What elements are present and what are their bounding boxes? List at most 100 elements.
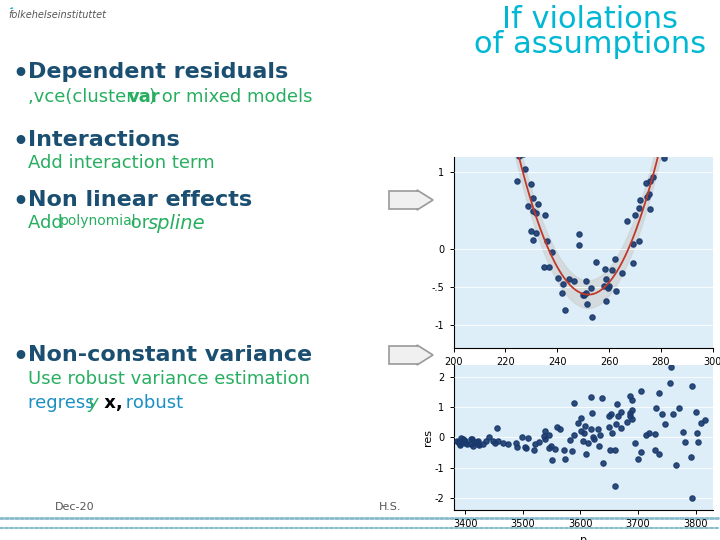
Point bbox=[477, 440, 489, 448]
Text: H.S.: H.S. bbox=[379, 502, 401, 512]
Point bbox=[572, 418, 584, 427]
Point bbox=[690, 408, 701, 416]
Point bbox=[454, 441, 466, 449]
Text: ) or mixed models: ) or mixed models bbox=[149, 88, 312, 106]
Point bbox=[640, 179, 652, 187]
Point bbox=[679, 437, 690, 446]
Point bbox=[487, 436, 499, 445]
Text: y: y bbox=[87, 394, 98, 412]
Point bbox=[539, 435, 551, 443]
Point bbox=[580, 449, 592, 458]
Point bbox=[636, 447, 647, 456]
Point bbox=[590, 258, 602, 266]
Point bbox=[521, 444, 532, 453]
Point bbox=[629, 439, 641, 448]
Point bbox=[610, 254, 621, 263]
Point bbox=[546, 442, 557, 450]
Point bbox=[519, 164, 531, 173]
Point bbox=[568, 399, 580, 407]
Point bbox=[557, 289, 568, 298]
Point bbox=[466, 440, 477, 449]
Point bbox=[503, 440, 514, 449]
Point bbox=[670, 460, 682, 469]
Point bbox=[452, 438, 464, 447]
Point bbox=[498, 130, 510, 138]
Point bbox=[564, 435, 575, 444]
Point bbox=[522, 434, 534, 442]
Point bbox=[495, 60, 506, 69]
Point bbox=[587, 313, 598, 321]
Point bbox=[678, 47, 690, 56]
Point bbox=[600, 265, 611, 273]
Point bbox=[483, 433, 495, 441]
Point bbox=[673, 404, 685, 413]
Point bbox=[546, 248, 558, 256]
Point bbox=[491, 45, 503, 54]
Point bbox=[686, 381, 698, 390]
Point bbox=[554, 424, 566, 433]
Point bbox=[596, 394, 608, 402]
Text: or: or bbox=[125, 214, 155, 232]
Point bbox=[647, 173, 659, 181]
Point bbox=[489, 439, 500, 448]
Point bbox=[461, 440, 472, 448]
Point bbox=[660, 420, 671, 428]
Point bbox=[457, 436, 469, 444]
Point bbox=[564, 274, 575, 283]
Point bbox=[578, 291, 590, 299]
Point bbox=[667, 66, 679, 75]
Point bbox=[600, 296, 612, 305]
Point bbox=[538, 432, 549, 441]
Point bbox=[568, 276, 580, 285]
Point bbox=[594, 442, 606, 451]
Text: Non-constant variance: Non-constant variance bbox=[28, 345, 312, 365]
Point bbox=[580, 288, 591, 297]
Point bbox=[574, 241, 585, 249]
Text: ,vce(cluster: ,vce(cluster bbox=[28, 88, 140, 106]
Point bbox=[531, 229, 542, 238]
Point bbox=[539, 263, 550, 272]
Point bbox=[633, 204, 644, 212]
Point bbox=[695, 418, 706, 427]
Point bbox=[598, 282, 610, 291]
Point bbox=[494, 66, 505, 75]
Point bbox=[492, 424, 503, 433]
Point bbox=[603, 411, 615, 420]
Point bbox=[557, 280, 569, 288]
Point bbox=[624, 411, 636, 420]
Point bbox=[528, 194, 539, 202]
Point bbox=[606, 428, 618, 437]
Text: Add interaction term: Add interaction term bbox=[28, 154, 215, 172]
Point bbox=[559, 305, 571, 314]
Point bbox=[611, 420, 622, 429]
Point bbox=[549, 445, 560, 454]
Point bbox=[558, 446, 570, 454]
FancyArrow shape bbox=[389, 190, 433, 210]
Point bbox=[653, 132, 665, 141]
Text: •: • bbox=[12, 130, 28, 154]
Y-axis label: res: res bbox=[423, 429, 433, 446]
Text: Dec-20: Dec-20 bbox=[55, 502, 94, 512]
Point bbox=[581, 299, 593, 308]
Point bbox=[579, 429, 590, 437]
Point bbox=[525, 226, 536, 235]
Point bbox=[624, 392, 636, 401]
Point bbox=[472, 437, 483, 446]
Point bbox=[525, 179, 536, 188]
Point bbox=[649, 430, 661, 438]
Point bbox=[692, 438, 703, 447]
Point bbox=[468, 442, 480, 450]
Point bbox=[522, 202, 534, 211]
Point bbox=[679, 38, 690, 47]
Point bbox=[513, 152, 525, 161]
Point bbox=[559, 455, 571, 463]
Point bbox=[517, 150, 528, 158]
Point bbox=[603, 423, 614, 431]
Point bbox=[498, 56, 509, 65]
Point bbox=[604, 446, 616, 454]
Point bbox=[626, 405, 638, 414]
Text: If violations: If violations bbox=[502, 5, 678, 34]
Point bbox=[626, 415, 637, 423]
Text: •: • bbox=[12, 190, 28, 214]
Point bbox=[644, 205, 655, 213]
